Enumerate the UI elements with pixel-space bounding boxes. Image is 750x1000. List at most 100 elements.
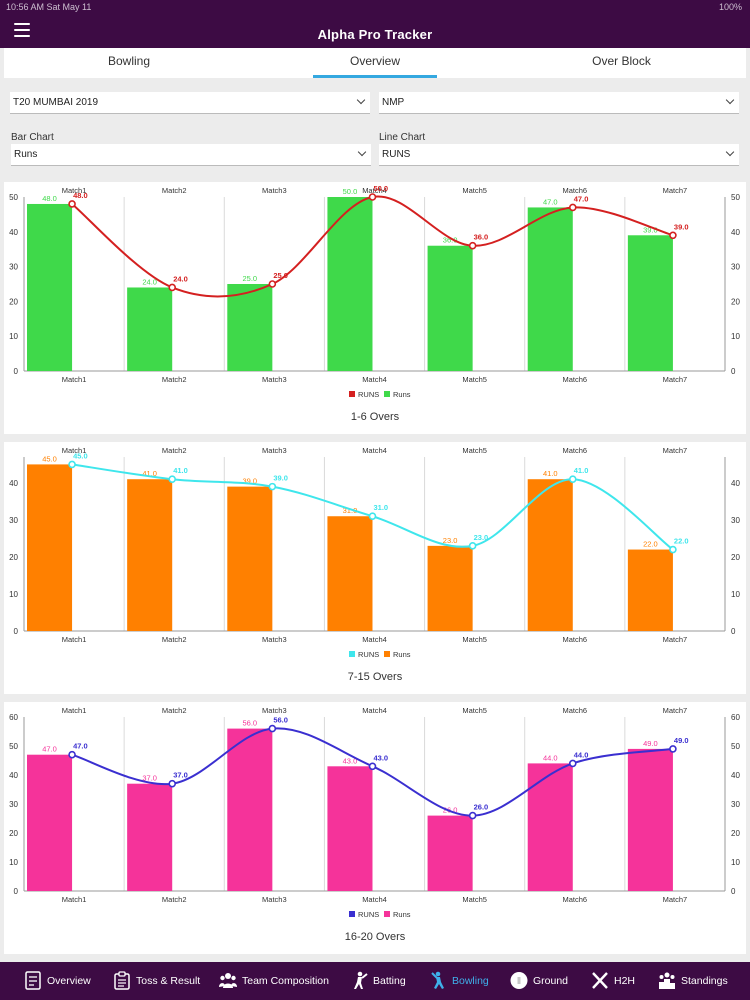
bar xyxy=(527,207,573,371)
y-tick-label-right: 40 xyxy=(731,771,740,780)
line-point xyxy=(468,811,477,820)
legend-swatch-line xyxy=(349,391,355,397)
bar xyxy=(427,245,473,371)
bar xyxy=(427,815,473,891)
y-tick-label-left: 0 xyxy=(14,627,19,636)
y-tick-label-left: 10 xyxy=(9,858,18,867)
y-tick-label-left: 30 xyxy=(9,800,18,809)
line-point xyxy=(568,203,577,212)
line-point xyxy=(468,542,477,550)
bar xyxy=(127,479,173,631)
tab-over-block[interactable]: Over Block xyxy=(592,54,651,68)
y-tick-label-right: 20 xyxy=(731,829,740,838)
bar xyxy=(27,754,73,891)
legend-swatch-line xyxy=(349,911,355,917)
line-value-label: 47.0 xyxy=(73,742,88,751)
chevron-down-icon xyxy=(725,95,735,105)
tab-bowling[interactable]: Bowling xyxy=(107,54,151,68)
x-tick-label-bottom: Match5 xyxy=(462,375,487,384)
bar xyxy=(27,464,73,631)
x-tick-label-bottom: Match5 xyxy=(462,635,487,644)
y-tick-label-left: 20 xyxy=(9,829,18,838)
line-point xyxy=(669,745,677,753)
y-tick-label-left: 50 xyxy=(9,193,18,202)
y-tick-label-right: 40 xyxy=(731,228,740,237)
bar-value-label: 44.0 xyxy=(543,753,558,762)
team-icon xyxy=(219,973,237,988)
y-tick-label-left: 60 xyxy=(9,713,18,722)
tournament-select[interactable]: T20 MUMBAI 2019 xyxy=(10,92,370,114)
y-tick-label-right: 10 xyxy=(731,858,740,867)
status-time: 10:56 AM Sat May 11 xyxy=(6,2,92,12)
y-tick-label-right: 30 xyxy=(731,263,740,272)
y-tick-label-left: 40 xyxy=(9,771,18,780)
x-tick-label-top: Match7 xyxy=(663,706,688,715)
x-tick-label-top: Match1 xyxy=(62,706,87,715)
x-tick-label-bottom: Match3 xyxy=(262,895,287,904)
line-point xyxy=(268,482,277,491)
bar-value-label: 39.0 xyxy=(643,225,658,234)
x-tick-label-bottom: Match4 xyxy=(362,375,387,384)
x-tick-label-top: Match1 xyxy=(62,446,87,455)
y-tick-label-right: 50 xyxy=(731,193,740,202)
y-tick-label-right: 40 xyxy=(731,479,740,488)
line-value-label: 39.0 xyxy=(273,474,288,483)
line-value-label: 23.0 xyxy=(474,533,489,542)
x-tick-label-bottom: Match2 xyxy=(162,635,187,644)
chart-title: 7-15 Overs xyxy=(347,671,403,683)
bar-value-label: 36.0 xyxy=(443,236,458,245)
y-tick-label-left: 30 xyxy=(9,516,18,525)
y-tick-label-left: 10 xyxy=(9,332,18,341)
line-point xyxy=(268,724,277,733)
y-tick-label-right: 0 xyxy=(731,887,736,896)
bar xyxy=(327,197,373,371)
line-point xyxy=(68,750,76,759)
chevron-down-icon xyxy=(725,147,735,157)
y-tick-label-right: 20 xyxy=(731,553,740,562)
bar xyxy=(127,287,173,371)
bar-value-label: 24.0 xyxy=(142,277,157,286)
line-chart-select[interactable]: RUNS xyxy=(379,144,739,166)
line-value-label: 22.0 xyxy=(674,537,689,546)
x-tick-label-bottom: Match1 xyxy=(62,375,87,384)
line-point xyxy=(669,545,677,554)
nav-label: H2H xyxy=(614,975,636,987)
y-tick-label-right: 30 xyxy=(731,800,740,809)
y-tick-label-left: 50 xyxy=(9,742,18,751)
legend-label: RUNS xyxy=(358,390,379,399)
bar xyxy=(627,235,673,371)
line-value-label: 25.0 xyxy=(273,271,288,280)
bar-value-label: 39.0 xyxy=(243,477,258,486)
team-select[interactable]: NMP xyxy=(379,92,739,114)
legend-label: RUNS xyxy=(358,910,379,919)
chart-card-7-15-overs: 0 0 10 10 20 20 30 30 40 40 Match1 Match1 Match2 Matc… xyxy=(4,442,746,694)
x-tick-label-top: Match5 xyxy=(462,186,487,195)
bar xyxy=(627,748,673,891)
tab-overview[interactable]: Overview xyxy=(313,48,437,78)
x-tick-label-top: Match5 xyxy=(462,706,487,715)
nav-label: Overview xyxy=(47,975,91,987)
line-point xyxy=(168,283,177,292)
x-tick-label-bottom: Match3 xyxy=(262,635,287,644)
line-value-label: 56.0 xyxy=(273,716,288,725)
legend-label: Runs xyxy=(393,390,411,399)
bar-value-label: 25.0 xyxy=(243,274,258,283)
chart-title: 16-20 Overs xyxy=(344,931,406,943)
x-tick-label-top: Match2 xyxy=(162,446,187,455)
legend-swatch-bar xyxy=(384,911,390,917)
status-battery: 100% xyxy=(718,2,742,12)
bowler-icon xyxy=(431,971,444,989)
x-tick-label-top: Match3 xyxy=(262,186,287,195)
chart-7-15-overs: 0 0 10 10 20 20 30 30 40 40 Match1 Match1 Match2 Matc… xyxy=(9,446,740,659)
chart-title: 1-6 Overs xyxy=(350,411,400,423)
y-tick-label-left: 40 xyxy=(9,228,18,237)
bar-value-label: 31.0 xyxy=(343,506,358,515)
x-tick-label-bottom: Match1 xyxy=(62,895,87,904)
x-tick-label-bottom: Match6 xyxy=(562,375,587,384)
line-value-label: 45.0 xyxy=(73,451,88,460)
bar-value-label: 47.0 xyxy=(543,197,558,206)
bar-chart-select[interactable]: Runs xyxy=(11,144,371,166)
bar-value-label: 56.0 xyxy=(243,719,258,728)
hamburger-menu-icon[interactable] xyxy=(14,23,30,37)
y-tick-label-left: 20 xyxy=(9,553,18,562)
